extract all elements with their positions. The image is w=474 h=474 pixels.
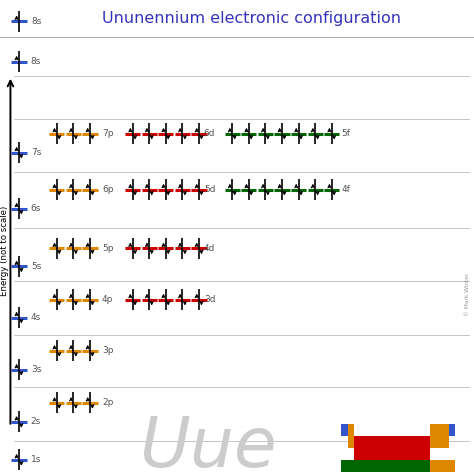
Text: 4s: 4s: [31, 313, 41, 322]
Text: 5f: 5f: [341, 129, 350, 138]
Text: 5d: 5d: [204, 185, 215, 194]
Text: Ununennium electronic configuration: Ununennium electronic configuration: [102, 11, 401, 27]
Text: 4d: 4d: [204, 244, 215, 253]
Text: Energy (not to scale): Energy (not to scale): [0, 206, 9, 296]
Text: 7p: 7p: [102, 129, 113, 138]
Text: 3d: 3d: [204, 295, 215, 304]
Text: 6s: 6s: [31, 204, 41, 213]
Text: 5s: 5s: [31, 262, 41, 271]
Text: © Mark Winter: © Mark Winter: [465, 272, 470, 316]
Text: 3p: 3p: [102, 346, 113, 355]
Text: 6d: 6d: [204, 129, 215, 138]
Text: 5p: 5p: [102, 244, 113, 253]
Text: 4p: 4p: [102, 295, 113, 304]
Text: 8s: 8s: [31, 57, 41, 66]
Text: 3s: 3s: [31, 365, 41, 374]
Text: 4f: 4f: [341, 185, 350, 194]
Text: 6p: 6p: [102, 185, 113, 194]
Text: 2s: 2s: [31, 418, 41, 426]
Text: 7s: 7s: [31, 148, 41, 157]
Text: 8s: 8s: [31, 17, 42, 26]
Text: Uue: Uue: [140, 414, 277, 474]
Text: 2p: 2p: [102, 399, 113, 407]
Text: 1s: 1s: [31, 456, 41, 464]
